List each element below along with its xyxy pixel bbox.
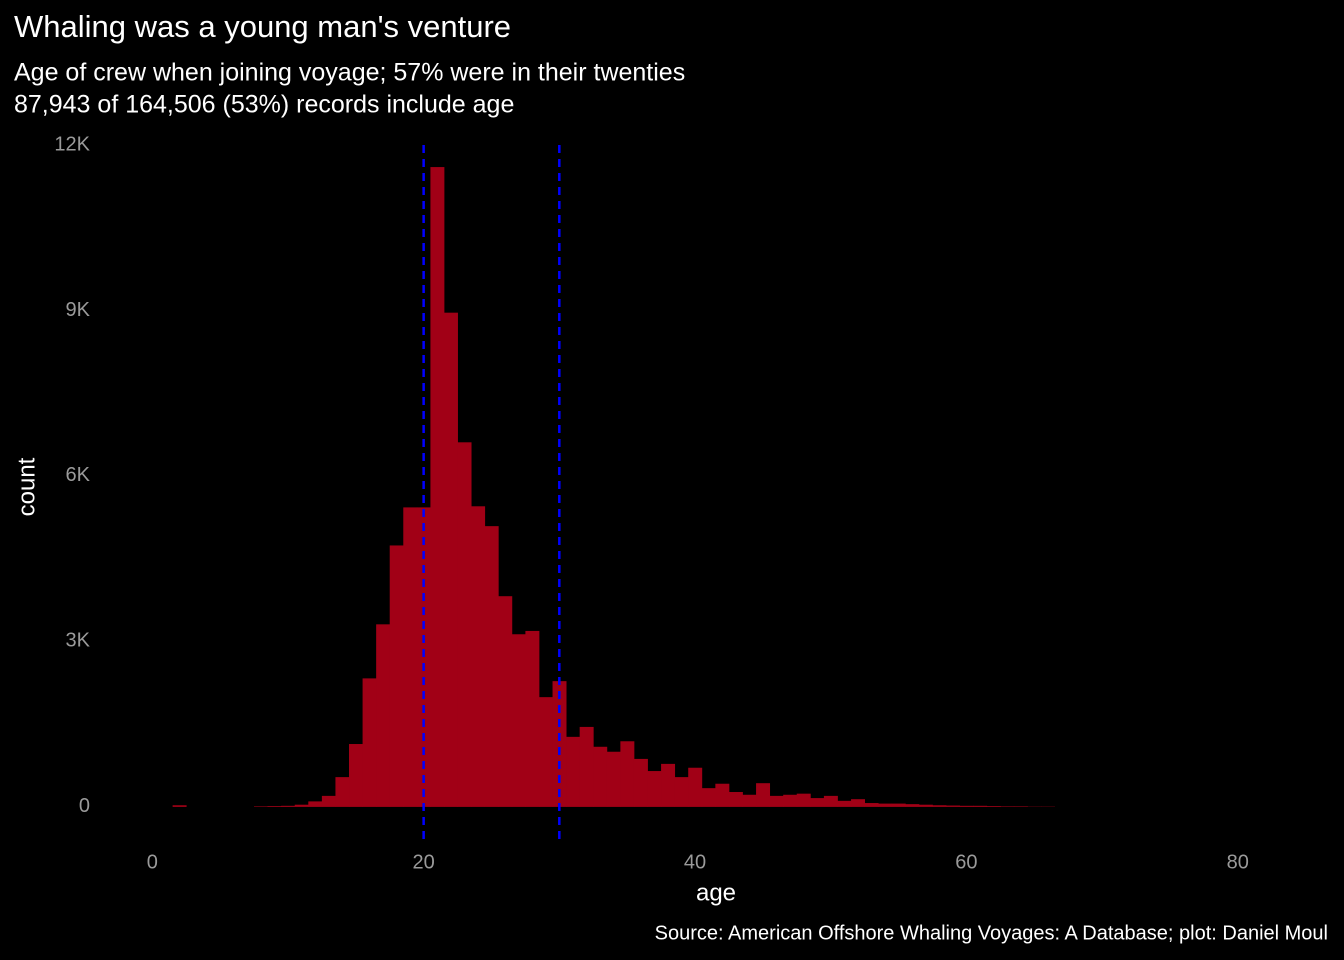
y-tick-label: 0	[79, 795, 90, 817]
y-axis-label: count	[13, 457, 40, 516]
histogram-bar	[308, 801, 323, 807]
histogram-bar	[810, 798, 825, 807]
histogram-bar	[620, 741, 635, 807]
x-tick-label: 20	[413, 851, 435, 873]
histogram-bar	[674, 777, 689, 807]
histogram-bar	[1000, 806, 1015, 807]
histogram-bar	[362, 678, 377, 807]
histogram-bar	[986, 806, 1001, 807]
histogram-bar	[579, 726, 594, 807]
histogram-bar	[281, 805, 296, 807]
histogram-bar	[959, 805, 974, 807]
histogram-bar	[932, 805, 947, 807]
histogram-bar	[688, 767, 703, 807]
histogram-bar	[430, 167, 445, 807]
histogram-bar	[769, 795, 784, 807]
histogram-bar	[715, 783, 730, 807]
histogram-bar	[552, 681, 567, 807]
histogram-bar	[728, 792, 743, 807]
histogram-bar	[511, 634, 526, 807]
histogram-bar	[1013, 806, 1028, 807]
histogram-bar	[416, 507, 431, 807]
histogram-bar	[701, 788, 716, 807]
histogram-bar	[321, 795, 336, 807]
x-axis-label: age	[696, 879, 736, 906]
histogram-bar	[172, 805, 187, 807]
x-tick-label: 40	[684, 851, 706, 873]
histogram-bar	[823, 795, 838, 807]
histogram-bar	[254, 806, 269, 807]
histogram-bar	[389, 545, 404, 807]
x-tick-label: 0	[147, 851, 158, 873]
histogram-bar	[851, 799, 866, 807]
histogram-bar	[525, 630, 540, 807]
histogram-bar	[905, 804, 920, 807]
histogram-bar	[891, 803, 906, 807]
x-tick-label: 60	[955, 851, 977, 873]
histogram-bar	[335, 777, 350, 807]
histogram-bar	[946, 805, 960, 807]
histogram-bar	[538, 697, 553, 807]
histogram-bar	[661, 763, 676, 807]
histogram-bar	[973, 805, 988, 807]
histogram-bar	[376, 624, 391, 807]
chart-subtitle: 87,943 of 164,506 (53%) records include …	[14, 91, 514, 119]
histogram-bar	[783, 794, 798, 807]
histogram-bar	[742, 794, 757, 807]
histogram-bar	[267, 806, 282, 807]
histogram-bar	[878, 803, 893, 807]
histogram-bar	[498, 596, 513, 807]
histogram-bar	[606, 751, 621, 807]
histogram-bar	[457, 442, 472, 807]
y-tick-label: 3K	[66, 630, 91, 652]
histogram-bar	[837, 800, 852, 807]
y-tick-label: 6K	[66, 464, 91, 486]
caption: Source: American Offshore Whaling Voyage…	[655, 922, 1328, 944]
histogram-bar	[864, 803, 879, 807]
histogram-bar	[593, 746, 608, 807]
chart-subtitle: Age of crew when joining voyage; 57% wer…	[14, 59, 685, 87]
histogram-bar	[294, 804, 309, 807]
histogram-bar	[471, 506, 486, 807]
histogram-bar	[633, 758, 648, 807]
y-tick-label: 9K	[66, 299, 91, 321]
chart-title: Whaling was a young man's venture	[14, 9, 511, 44]
histogram-bar	[484, 526, 499, 807]
y-tick-label: 12K	[54, 133, 90, 155]
histogram-bar	[756, 783, 771, 807]
x-tick-label: 80	[1227, 851, 1249, 873]
histogram-bar	[566, 736, 581, 807]
histogram-bar	[918, 804, 933, 807]
histogram-bar	[647, 771, 662, 807]
histogram-bar	[443, 312, 458, 807]
histogram-bar	[403, 507, 418, 807]
histogram-bar	[349, 744, 363, 807]
histogram-bar	[796, 793, 811, 807]
